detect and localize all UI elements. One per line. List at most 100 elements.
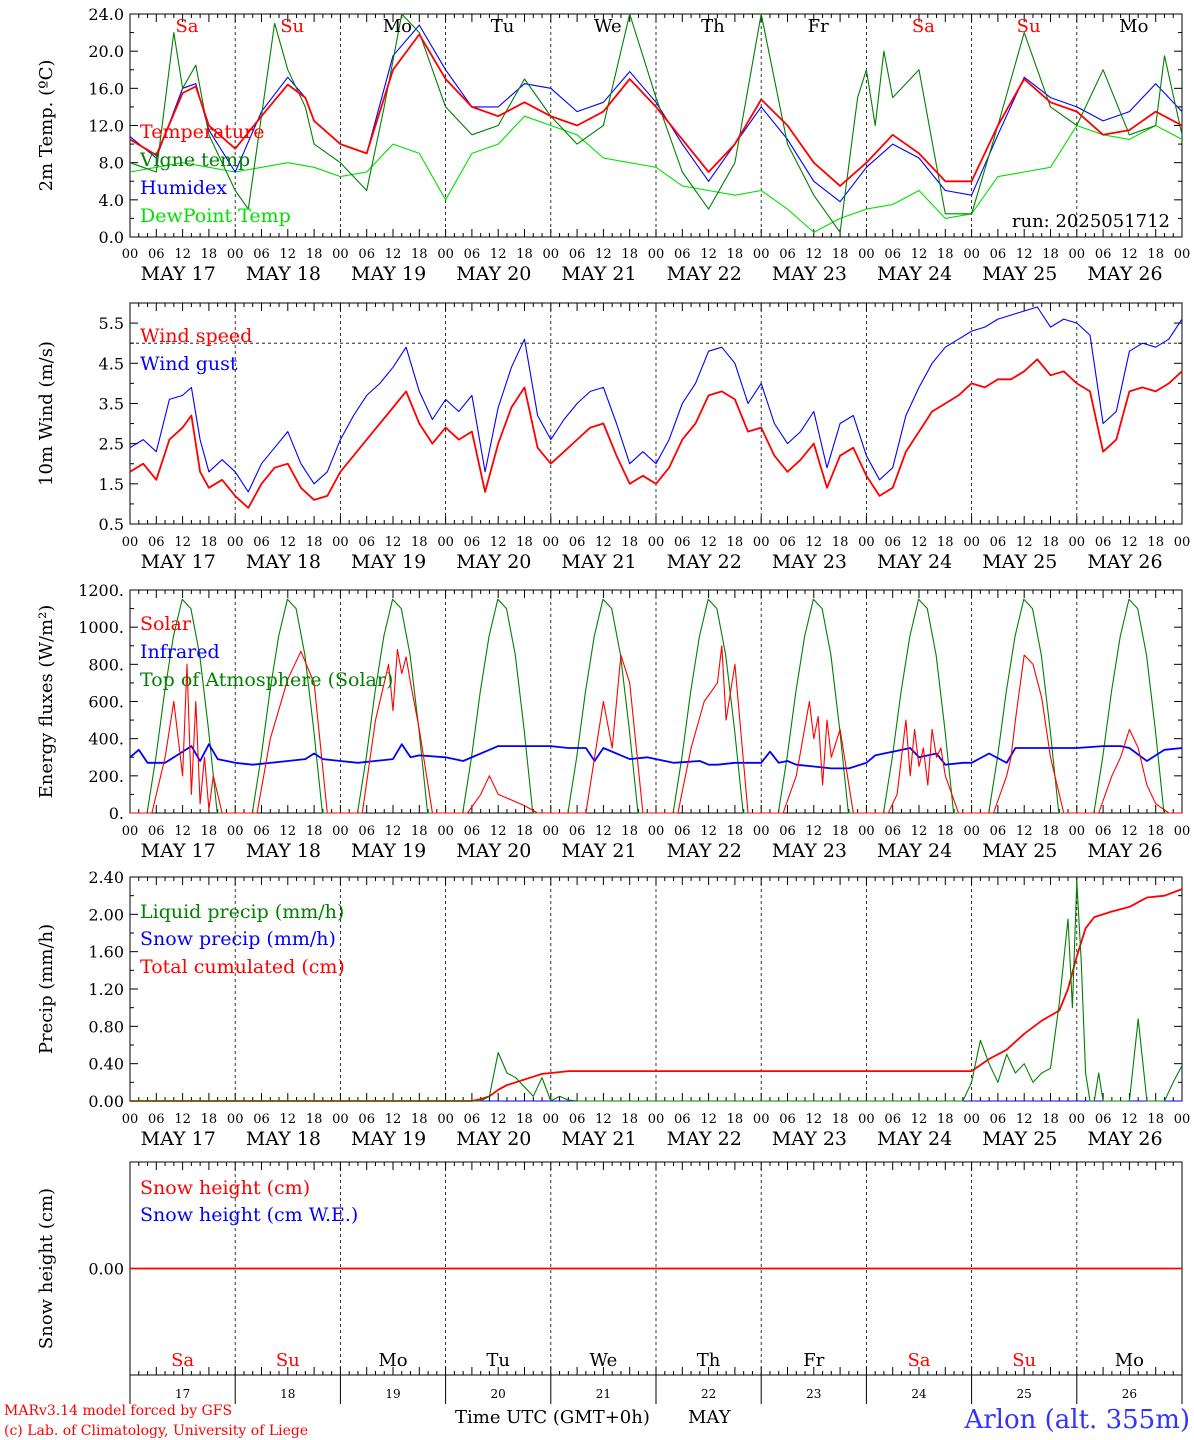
y-tick-label: 2.5 [99,435,124,454]
hour-label: 06 [779,247,796,262]
date-label: MAY 25 [982,263,1057,285]
hour-label: 12 [280,1112,297,1127]
hour-label: 12 [1016,535,1033,550]
hour-label: 12 [490,247,507,262]
date-label: MAY 18 [246,551,321,573]
y-tick-label: 1.20 [88,980,124,999]
y-tick-label: 2.40 [88,868,124,887]
hour-label: 00 [648,824,665,839]
series-line-1 [129,13,1183,233]
hour-label: 12 [595,824,612,839]
hour-label: 12 [806,824,823,839]
hour-label: 06 [358,247,375,262]
hour-label: 00 [437,535,454,550]
y-tick-label: 600. [88,693,124,712]
date-label: MAY 17 [141,840,216,862]
y-axis-title: Energy fluxes (W/m²) [36,605,57,799]
hour-label: 18 [201,1112,218,1127]
hour-label: 00 [858,1112,875,1127]
hour-label: 12 [280,247,297,262]
day-name: Sa [912,16,935,37]
hour-label: 18 [306,535,323,550]
day-name: Fr [808,16,829,37]
hour-label: 00 [227,535,244,550]
hour-label: 06 [990,247,1007,262]
hour-label: 00 [227,824,244,839]
hour-label: 06 [464,535,481,550]
run-annotation: run: 2025051712 [1012,211,1170,232]
y-tick-label: 1.5 [99,475,124,494]
hour-label: 18 [1042,247,1059,262]
hour-label: 00 [753,247,770,262]
series-line-0 [129,358,1183,509]
hour-label: 00 [753,535,770,550]
day-strip: Sa 17 Su 18 Mo 19 Tu 20 We 21 Th 22 Fr 23 Sa 24 Su 25 Mo 26 [129,1350,1183,1404]
hour-label: 00 [753,1112,770,1127]
y-tick-label: 20.0 [88,42,124,61]
y-tick-label: 4.0 [99,191,124,210]
hour-label: 06 [464,247,481,262]
hour-label: 06 [253,824,270,839]
hour-label: 12 [806,535,823,550]
hour-label: 18 [1147,824,1164,839]
hour-label: 18 [411,247,428,262]
hour-label: 12 [1016,247,1033,262]
hour-label: 00 [1069,824,1086,839]
date-label: MAY 24 [877,840,952,862]
hour-label: 12 [1121,1112,1138,1127]
y-tick-label: 8.0 [99,154,124,173]
hour-label: 00 [1069,1112,1086,1127]
date-label: MAY 25 [982,840,1057,862]
strip-day-number: 21 [596,1387,611,1401]
hour-label: 00 [648,247,665,262]
hour-label: 00 [437,247,454,262]
hour-label: 06 [569,247,586,262]
hour-label: 18 [516,535,533,550]
hour-label: 18 [411,824,428,839]
hour-label: 18 [201,824,218,839]
hour-label: 12 [385,247,402,262]
date-label: MAY 21 [561,1128,636,1150]
date-label: MAY 26 [1087,840,1162,862]
strip-day-number: 19 [385,1387,400,1401]
hour-label: 06 [358,535,375,550]
hour-label: 18 [621,247,638,262]
hour-label: 12 [1121,824,1138,839]
day-name: Sa [175,16,198,37]
series-line-2 [129,24,1183,203]
hour-label: 18 [1042,824,1059,839]
hour-label: 00 [543,535,560,550]
hour-label: 00 [227,247,244,262]
hour-label: 12 [595,1112,612,1127]
hour-label: 06 [358,1112,375,1127]
hour-label: 06 [884,1112,901,1127]
hour-label-end: 00 [1174,247,1191,262]
strip-day-name: Mo [1115,1350,1144,1371]
legend-entry: Top of Atmosphere (Solar) [140,669,393,691]
day-name: We [594,16,622,37]
hour-label: 00 [227,1112,244,1127]
date-label: MAY 26 [1087,1128,1162,1150]
hour-label: 00 [1069,535,1086,550]
y-tick-label: 0. [109,804,124,823]
date-label: MAY 22 [667,551,742,573]
hour-label: 18 [201,247,218,262]
y-tick-label: 0.5 [99,515,124,534]
y-tick-label: 800. [88,655,124,674]
strip-day-name: Th [697,1350,721,1371]
hour-label: 12 [806,1112,823,1127]
series-line-1 [129,306,1183,493]
y-tick-label: 0.00 [88,1092,124,1111]
hour-label: 12 [490,1112,507,1127]
strip-day-name: Fr [803,1350,824,1371]
y-axis-title: 10m Wind (m/s) [36,341,57,486]
strip-day-name: Tu [486,1350,510,1371]
series-line-2 [130,888,1183,1102]
hour-label: 06 [1095,1112,1112,1127]
hour-label: 12 [490,535,507,550]
hour-label: 18 [621,824,638,839]
date-label: MAY 20 [456,551,531,573]
y-tick-label: 12.0 [88,117,124,136]
hour-label: 12 [700,247,717,262]
hour-label: 12 [911,1112,928,1127]
